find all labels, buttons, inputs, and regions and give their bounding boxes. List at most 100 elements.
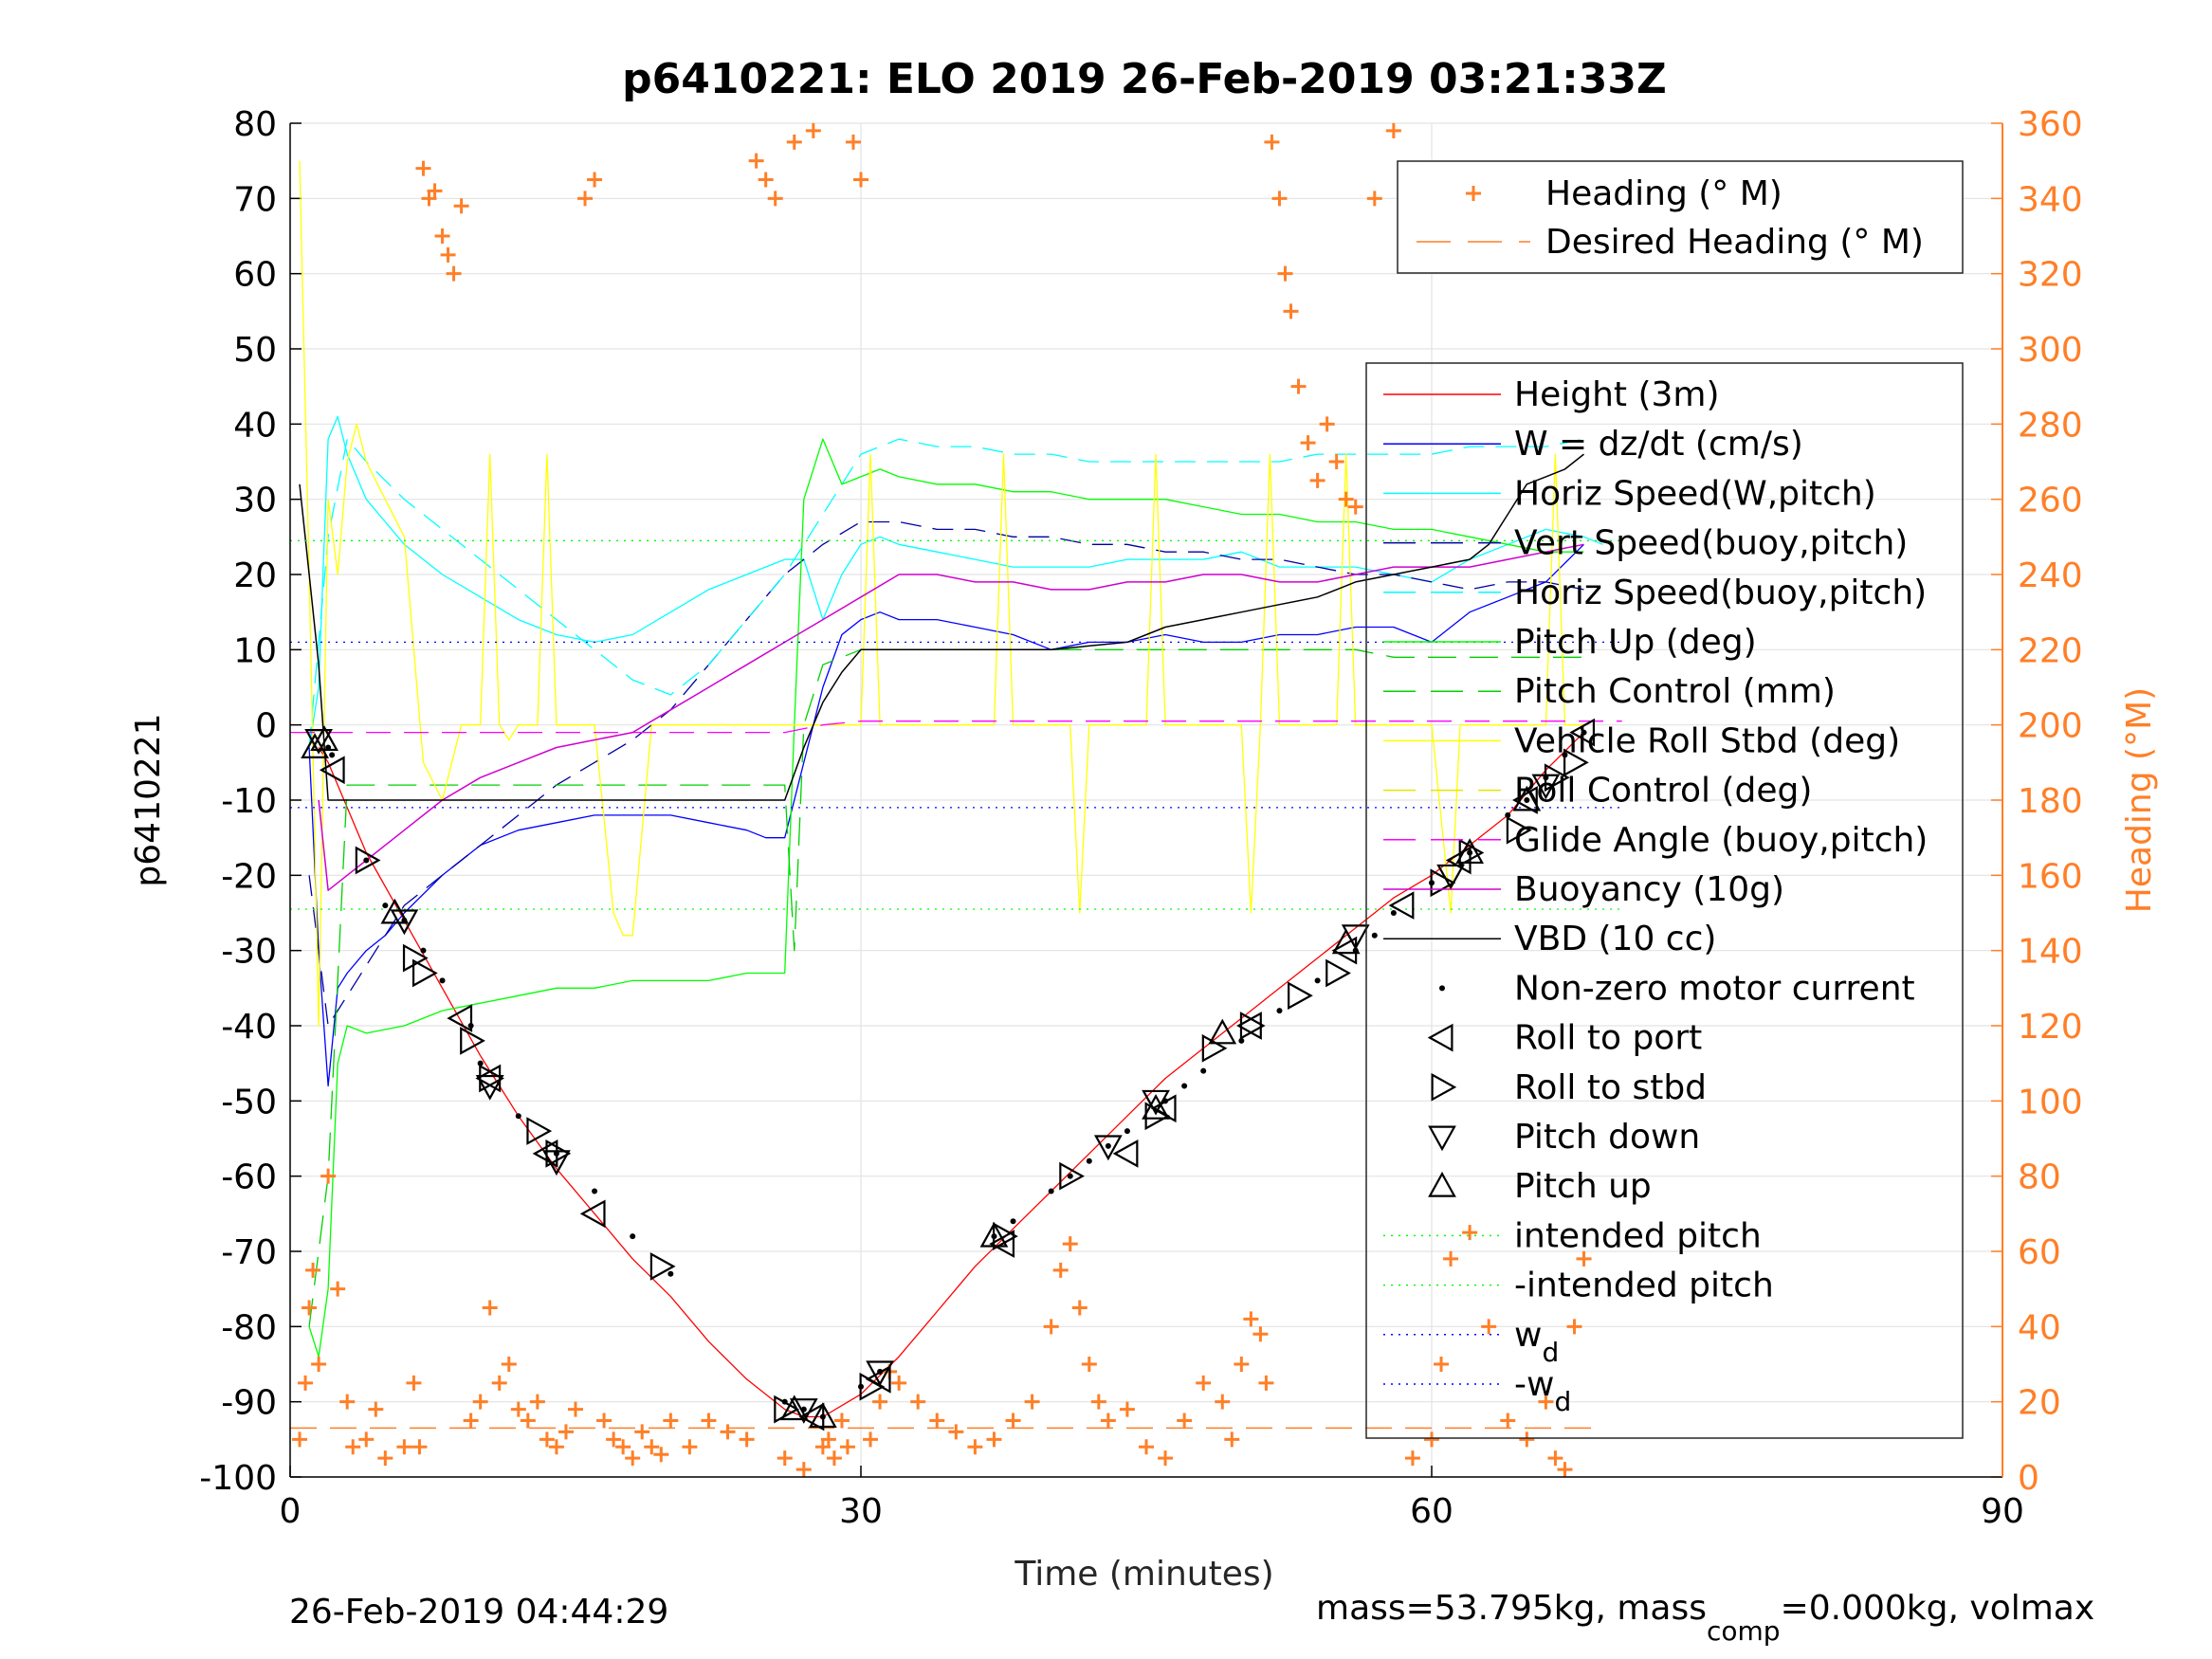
heading-point <box>863 1431 879 1448</box>
heading-point <box>820 1431 836 1448</box>
pitch-up-marker <box>380 898 410 924</box>
heading-point <box>777 1450 793 1467</box>
motor-current-point <box>1505 811 1511 818</box>
motor-current-point <box>592 1188 598 1194</box>
heading-point <box>986 1431 1002 1448</box>
heading-point <box>1300 435 1316 451</box>
heading-point <box>739 1431 755 1448</box>
heading-point <box>1519 1431 1535 1448</box>
series-horiz_speed_w <box>308 415 1603 748</box>
motor-current-point <box>1524 797 1530 803</box>
legend-label: Roll to port <box>1514 1019 1702 1058</box>
series-w <box>308 543 1584 1087</box>
roll-port-marker <box>1512 786 1538 814</box>
legend-label: intended pitch <box>1514 1216 1762 1255</box>
legend-heading: Heading (° M) Desired Heading (° M) <box>1397 160 1964 274</box>
roll-stbd-marker <box>1059 1161 1085 1191</box>
roll-port-marker <box>1569 718 1596 747</box>
heading-point <box>1434 1357 1450 1372</box>
heading-point <box>446 265 462 282</box>
left-tick-label: -40 <box>221 1008 277 1047</box>
roll-stbd-marker <box>460 1027 485 1055</box>
pitch-up-marker <box>979 1221 1009 1248</box>
left-tick-label: 60 <box>233 256 277 295</box>
heading-point <box>1481 1319 1497 1335</box>
heading-point <box>396 1439 412 1455</box>
series-layer <box>290 160 1622 1430</box>
series-roll_stbd <box>299 160 1584 1027</box>
x-axis-ticks: 0 30 60 90 <box>280 1466 2024 1531</box>
left-tick-label: -100 <box>199 1459 277 1498</box>
motor-current-point <box>1390 910 1397 916</box>
heading-point <box>501 1357 517 1372</box>
heading-point <box>1271 191 1288 207</box>
heading-point <box>510 1401 526 1417</box>
heading-point <box>1404 1450 1420 1467</box>
right-tick-label: 60 <box>2018 1233 2061 1272</box>
heading-point <box>1177 1413 1193 1429</box>
left-tick-label: -80 <box>221 1308 277 1347</box>
legend-heading-swatch <box>1466 186 1481 201</box>
heading-points <box>292 122 1592 1478</box>
roll-stbd-marker <box>649 1252 676 1281</box>
heading-point <box>833 1413 850 1429</box>
roll-stbd-marker <box>1325 958 1351 988</box>
heading-point <box>1252 1326 1269 1342</box>
heading-point <box>786 134 802 150</box>
motor-current-point <box>363 857 370 864</box>
event-markers <box>301 718 1596 1431</box>
right-tick-label: 240 <box>2018 556 2083 595</box>
heading-point <box>1215 1394 1231 1410</box>
heading-point <box>320 1168 337 1184</box>
heading-point <box>795 1462 812 1478</box>
heading-point <box>472 1394 488 1410</box>
pitch-up-marker <box>301 733 329 758</box>
heading-point <box>929 1413 945 1429</box>
x-tick-label: 30 <box>839 1492 883 1531</box>
legend-label: Height (3m) <box>1514 375 1720 414</box>
x-tick-label: 60 <box>1410 1492 1453 1531</box>
legend-label: Buoyancy (10g) <box>1514 870 1784 909</box>
motor-current-point <box>1124 1128 1130 1135</box>
pitch-up-marker <box>1208 1018 1237 1045</box>
heading-point <box>1566 1319 1582 1335</box>
heading-point <box>653 1447 669 1463</box>
heading-point <box>606 1431 622 1448</box>
roll-stbd-marker <box>1544 763 1570 793</box>
left-tick-label: -70 <box>221 1233 277 1272</box>
heading-point <box>1443 1250 1459 1267</box>
pitch-up-marker <box>1142 1094 1170 1120</box>
heading-point <box>701 1413 717 1429</box>
roll-stbd-marker <box>774 1395 799 1424</box>
heading-point <box>1328 454 1344 469</box>
heading-point <box>634 1424 650 1440</box>
legend-label: Horiz Speed(buoy,pitch) <box>1514 574 1927 612</box>
legend-label: Roll to stbd <box>1514 1068 1707 1107</box>
heading-point <box>539 1431 555 1448</box>
heading-point <box>411 1439 428 1455</box>
motor-current-point <box>1067 1173 1073 1179</box>
motor-current-point <box>1276 1008 1283 1014</box>
motor-current-point <box>1181 1083 1188 1089</box>
legend-label: W = dz/dt (cm/s) <box>1514 425 1803 464</box>
legend-label: Glide Angle (buoy,pitch) <box>1514 821 1928 860</box>
heading-point <box>453 198 469 214</box>
footer-timestamp: 26-Feb-2019 04:44:29 <box>289 1593 668 1632</box>
motor-current-point <box>329 752 336 758</box>
heading-point <box>1158 1450 1174 1467</box>
motor-current-point <box>477 1060 484 1066</box>
legend-label: Horiz Speed(W,pitch) <box>1514 474 1876 513</box>
heading-point <box>427 183 443 199</box>
legend-label: Heading (° M) <box>1545 174 1782 213</box>
pitch-up-marker <box>808 1402 837 1429</box>
right-tick-label: 340 <box>2018 180 2083 219</box>
right-tick-label: 220 <box>2018 631 2083 670</box>
legend-label: Vert Speed(buoy,pitch) <box>1514 524 1908 563</box>
heading-point <box>1119 1401 1135 1417</box>
motor-current-point <box>420 947 427 954</box>
pitch-down-marker <box>542 1150 571 1176</box>
legend-label: Desired Heading (° M) <box>1545 223 1924 262</box>
heading-point <box>625 1450 641 1467</box>
heading-point <box>358 1431 375 1448</box>
